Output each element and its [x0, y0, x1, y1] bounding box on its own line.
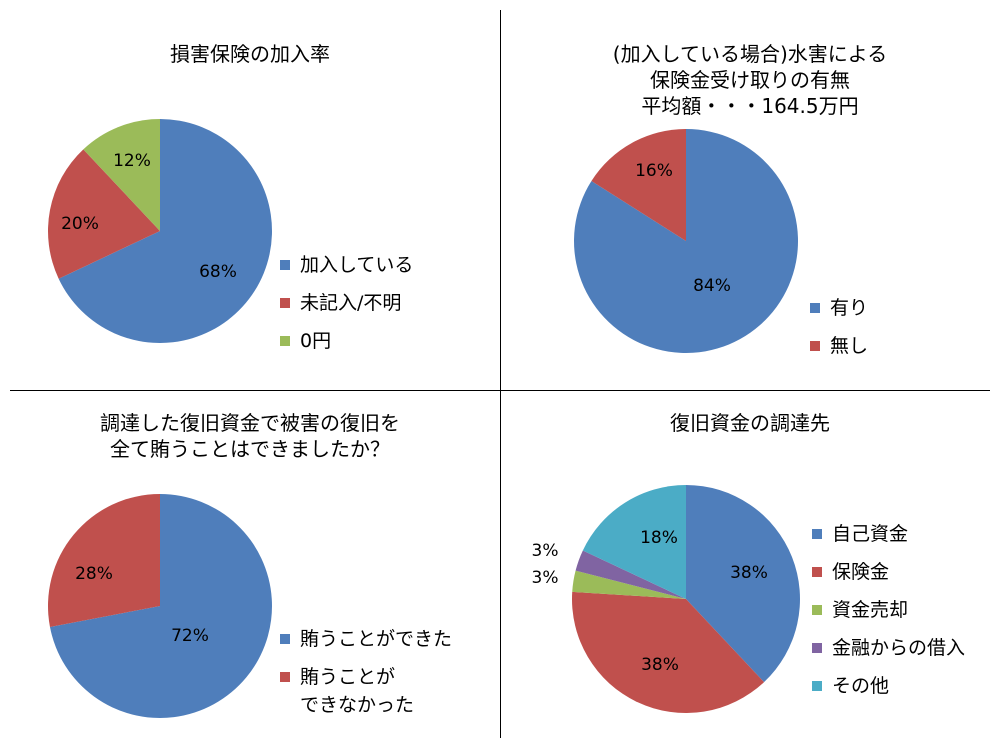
legend-label: 加入している [300, 254, 414, 276]
legend-swatch [280, 634, 290, 644]
legend-swatch [280, 260, 290, 270]
pie-slice [591, 129, 686, 241]
chart-recovery-coverage: 調達した復旧資金で被害の復旧を 全て賄うことはできましたか？ 72% 28% 賄うこ… [0, 374, 500, 748]
slice-label: 16% [635, 161, 673, 181]
chart-title: 調達した復旧資金で被害の復旧を 全て賄うことはできましたか？ [0, 410, 500, 462]
chart-title: 損害保険の加入率 [0, 41, 500, 67]
legend-label: 資金売却 [832, 599, 909, 621]
slice-label: 84% [693, 276, 731, 296]
legend-label: 自己資金 [832, 523, 909, 545]
chart-title: 復旧資金の調達先 [500, 410, 1000, 436]
legend-swatch [812, 643, 822, 653]
legend-swatch [812, 605, 822, 615]
chart-title-line: 復旧資金の調達先 [670, 411, 830, 435]
pie-slice [686, 485, 800, 683]
chart-title-line: (加入している場合)水害による [612, 42, 888, 66]
legend-label: その他 [832, 675, 890, 697]
legend-label: 賄うことができた [300, 628, 453, 650]
legend-label: 無し [830, 335, 869, 357]
chart-insurance-payout: (加入している場合)水害による 保険金受け取りの有無 平均額・・・164.5万円 8… [500, 0, 1000, 374]
legend-swatch [280, 672, 290, 682]
pie-slice [83, 119, 160, 231]
chart-title: (加入している場合)水害による 保険金受け取りの有無 平均額・・・164.5万円 [500, 41, 1000, 119]
legend-label-line: 賄うことが [300, 666, 396, 688]
chart-title-line: 損害保険の加入率 [170, 42, 330, 66]
slice-label: 12% [113, 151, 151, 171]
pie-slice [572, 570, 686, 599]
chart-recovery-funding-sources: 復旧資金の調達先 38% 38% 3% 3% 18% 自己資金保険金資金売却金融からの借… [500, 374, 1000, 748]
horizontal-divider [10, 390, 990, 391]
pie-chart: 84% 16% [574, 129, 799, 353]
slice-label: 3% [532, 568, 559, 588]
chart-title-line: 全て賄うことはできましたか？ [110, 437, 390, 461]
legend-swatch [280, 298, 290, 308]
slice-label: 38% [730, 563, 768, 583]
slice-label: 28% [75, 564, 113, 584]
legend-label: 有り [830, 297, 869, 319]
pie-slice [47, 494, 161, 627]
pie-slice [58, 119, 272, 343]
slice-label: 72% [171, 626, 209, 646]
pie-chart: 38% 38% 3% 3% 18% [532, 485, 800, 714]
legend-swatch [812, 567, 822, 577]
legend-swatch [280, 336, 290, 346]
legend-swatch [810, 303, 820, 313]
legend-label: 賄うことができなかった [300, 666, 414, 716]
slice-label: 20% [61, 214, 99, 234]
legend-label: 金融からの借入 [832, 637, 966, 659]
slice-label: 18% [640, 528, 678, 548]
vertical-divider [500, 10, 501, 738]
pie-slice [48, 149, 160, 279]
slice-label: 3% [532, 541, 559, 561]
pie-slice [582, 485, 686, 599]
chart-title-line: 保険金受け取りの有無 [650, 68, 850, 92]
pie-slice [571, 591, 765, 714]
chart-title-line: 調達した復旧資金で被害の復旧を [100, 411, 400, 435]
legend-swatch [812, 529, 822, 539]
slice-label: 38% [641, 655, 679, 675]
legend-label: 0円 [300, 330, 332, 352]
pie-chart: 72% 28% [47, 494, 272, 718]
chart-title-line: 平均額・・・164.5万円 [641, 94, 859, 118]
pie-slice [49, 494, 272, 718]
legend-label: 保険金 [832, 561, 890, 583]
legend-swatch [810, 341, 820, 351]
legend-label: 未記入/不明 [300, 292, 402, 314]
legend-swatch [812, 681, 822, 691]
legend-label-line: できなかった [300, 694, 415, 716]
chart-insurance-enrollment: 損害保険の加入率 68% 20% 12% 加入している 未記入/不明 0円 [0, 0, 500, 374]
pie-chart: 68% 20% 12% [48, 119, 272, 343]
pie-slice [574, 129, 799, 353]
slice-label: 68% [199, 262, 237, 282]
pie-slice [575, 550, 686, 599]
